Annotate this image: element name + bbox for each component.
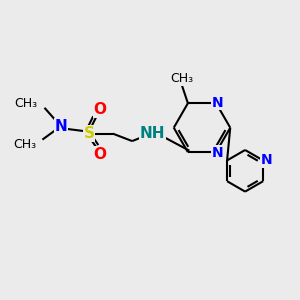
- Text: NH: NH: [139, 126, 165, 141]
- Text: N: N: [212, 146, 224, 160]
- Text: O: O: [93, 102, 106, 117]
- Text: CH₃: CH₃: [14, 97, 37, 110]
- Text: CH₃: CH₃: [13, 138, 37, 151]
- Text: CH₃: CH₃: [170, 72, 194, 86]
- Text: O: O: [93, 147, 106, 162]
- Text: N: N: [212, 96, 224, 110]
- Text: N: N: [55, 119, 67, 134]
- Text: S: S: [84, 126, 94, 141]
- Text: N: N: [261, 153, 272, 167]
